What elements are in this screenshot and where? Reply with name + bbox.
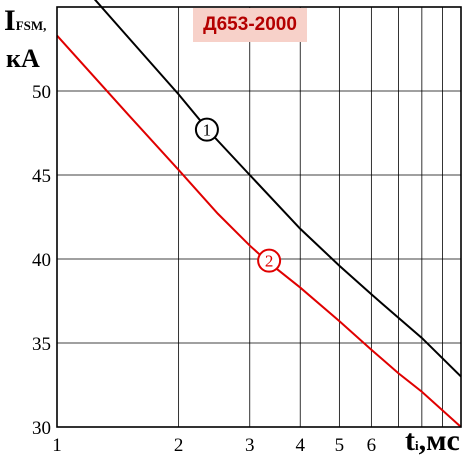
x-tick-label-5: 5: [335, 435, 345, 456]
x-tick-label-2: 2: [174, 435, 184, 456]
x-axis-label: ti,мс: [405, 426, 460, 456]
y-tick-label-45: 45: [32, 166, 51, 187]
x-tick-label-4: 4: [295, 435, 305, 456]
series-marker-label-1: 1: [203, 121, 212, 140]
y-axis-label: IFSM,: [4, 6, 46, 36]
grid: [57, 6, 461, 427]
chart-title-box: Д653-2000: [193, 8, 307, 42]
series-line-1: [93, 0, 462, 378]
series-markers: 12: [194, 117, 282, 273]
series-marker-2: [257, 248, 282, 273]
x-axis-label-main: t: [405, 424, 415, 457]
series-marker-1: [194, 117, 219, 142]
chart-title: Д653-2000: [203, 14, 297, 35]
y-tick-label-35: 35: [32, 334, 51, 355]
y-axis-label-main: I: [4, 4, 16, 37]
series-line-2: [56, 34, 462, 428]
plot-frame: [56, 6, 462, 428]
x-axis-label-sub: i: [415, 438, 419, 453]
x-tick-label-6: 6: [367, 435, 377, 456]
x-tick-label-1: 1: [52, 435, 62, 456]
y-tick-label-40: 40: [32, 250, 51, 271]
series-lines: [56, 0, 462, 428]
y-axis-label-sub: FSM,: [15, 18, 47, 33]
x-tick-label-3: 3: [245, 435, 255, 456]
y-tick-label-50: 50: [32, 82, 51, 103]
y-axis-unit: кА: [6, 44, 40, 73]
y-tick-label-30: 30: [32, 418, 51, 439]
x-axis-unit: ,мс: [418, 424, 460, 457]
series-marker-label-2: 2: [265, 252, 274, 271]
